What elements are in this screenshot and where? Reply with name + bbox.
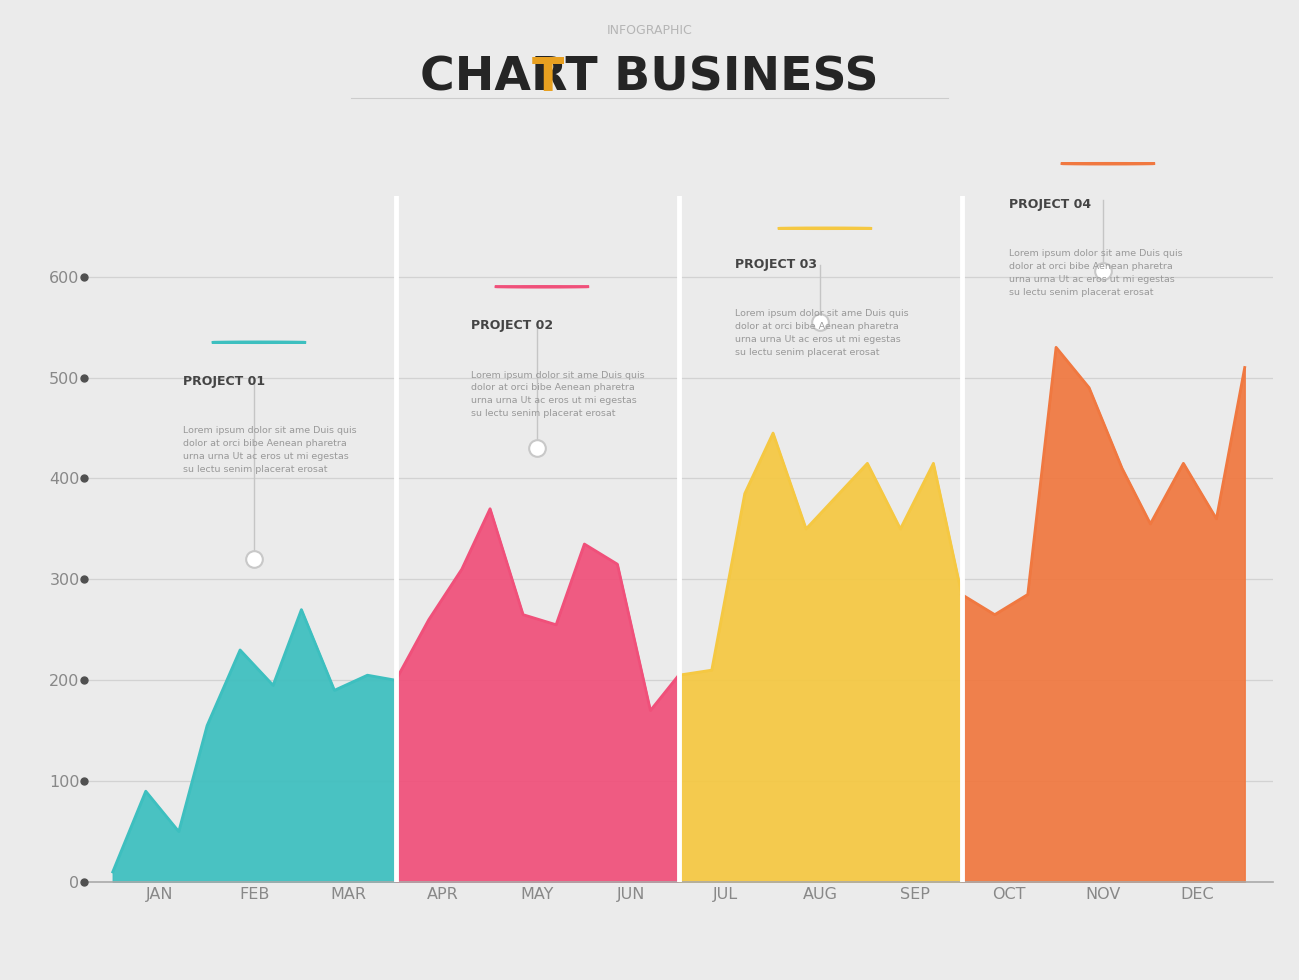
Text: Lorem ipsum dolor sit ame Duis quis
dolor at orci bibe Aenean pharetra
urna urna: Lorem ipsum dolor sit ame Duis quis dolo…: [183, 426, 357, 473]
Text: PROJECT 02: PROJECT 02: [472, 319, 553, 332]
Text: Lorem ipsum dolor sit ame Duis quis
dolor at orci bibe Aenean pharetra
urna urna: Lorem ipsum dolor sit ame Duis quis dolo…: [472, 370, 644, 418]
Text: PROJECT 01: PROJECT 01: [183, 374, 265, 388]
Text: PROJECT 04: PROJECT 04: [1009, 198, 1091, 211]
Text: Lorem ipsum dolor sit ame Duis quis
dolor at orci bibe Aenean pharetra
urna urna: Lorem ipsum dolor sit ame Duis quis dolo…: [1009, 250, 1182, 297]
Text: Lorem ipsum dolor sit ame Duis quis
dolor at orci bibe Aenean pharetra
urna urna: Lorem ipsum dolor sit ame Duis quis dolo…: [735, 309, 909, 357]
Text: CHART BUSINESS: CHART BUSINESS: [420, 56, 879, 101]
Text: INFOGRAPHIC: INFOGRAPHIC: [607, 24, 692, 37]
Text: T: T: [531, 56, 564, 101]
Text: PROJECT 03: PROJECT 03: [735, 258, 817, 270]
